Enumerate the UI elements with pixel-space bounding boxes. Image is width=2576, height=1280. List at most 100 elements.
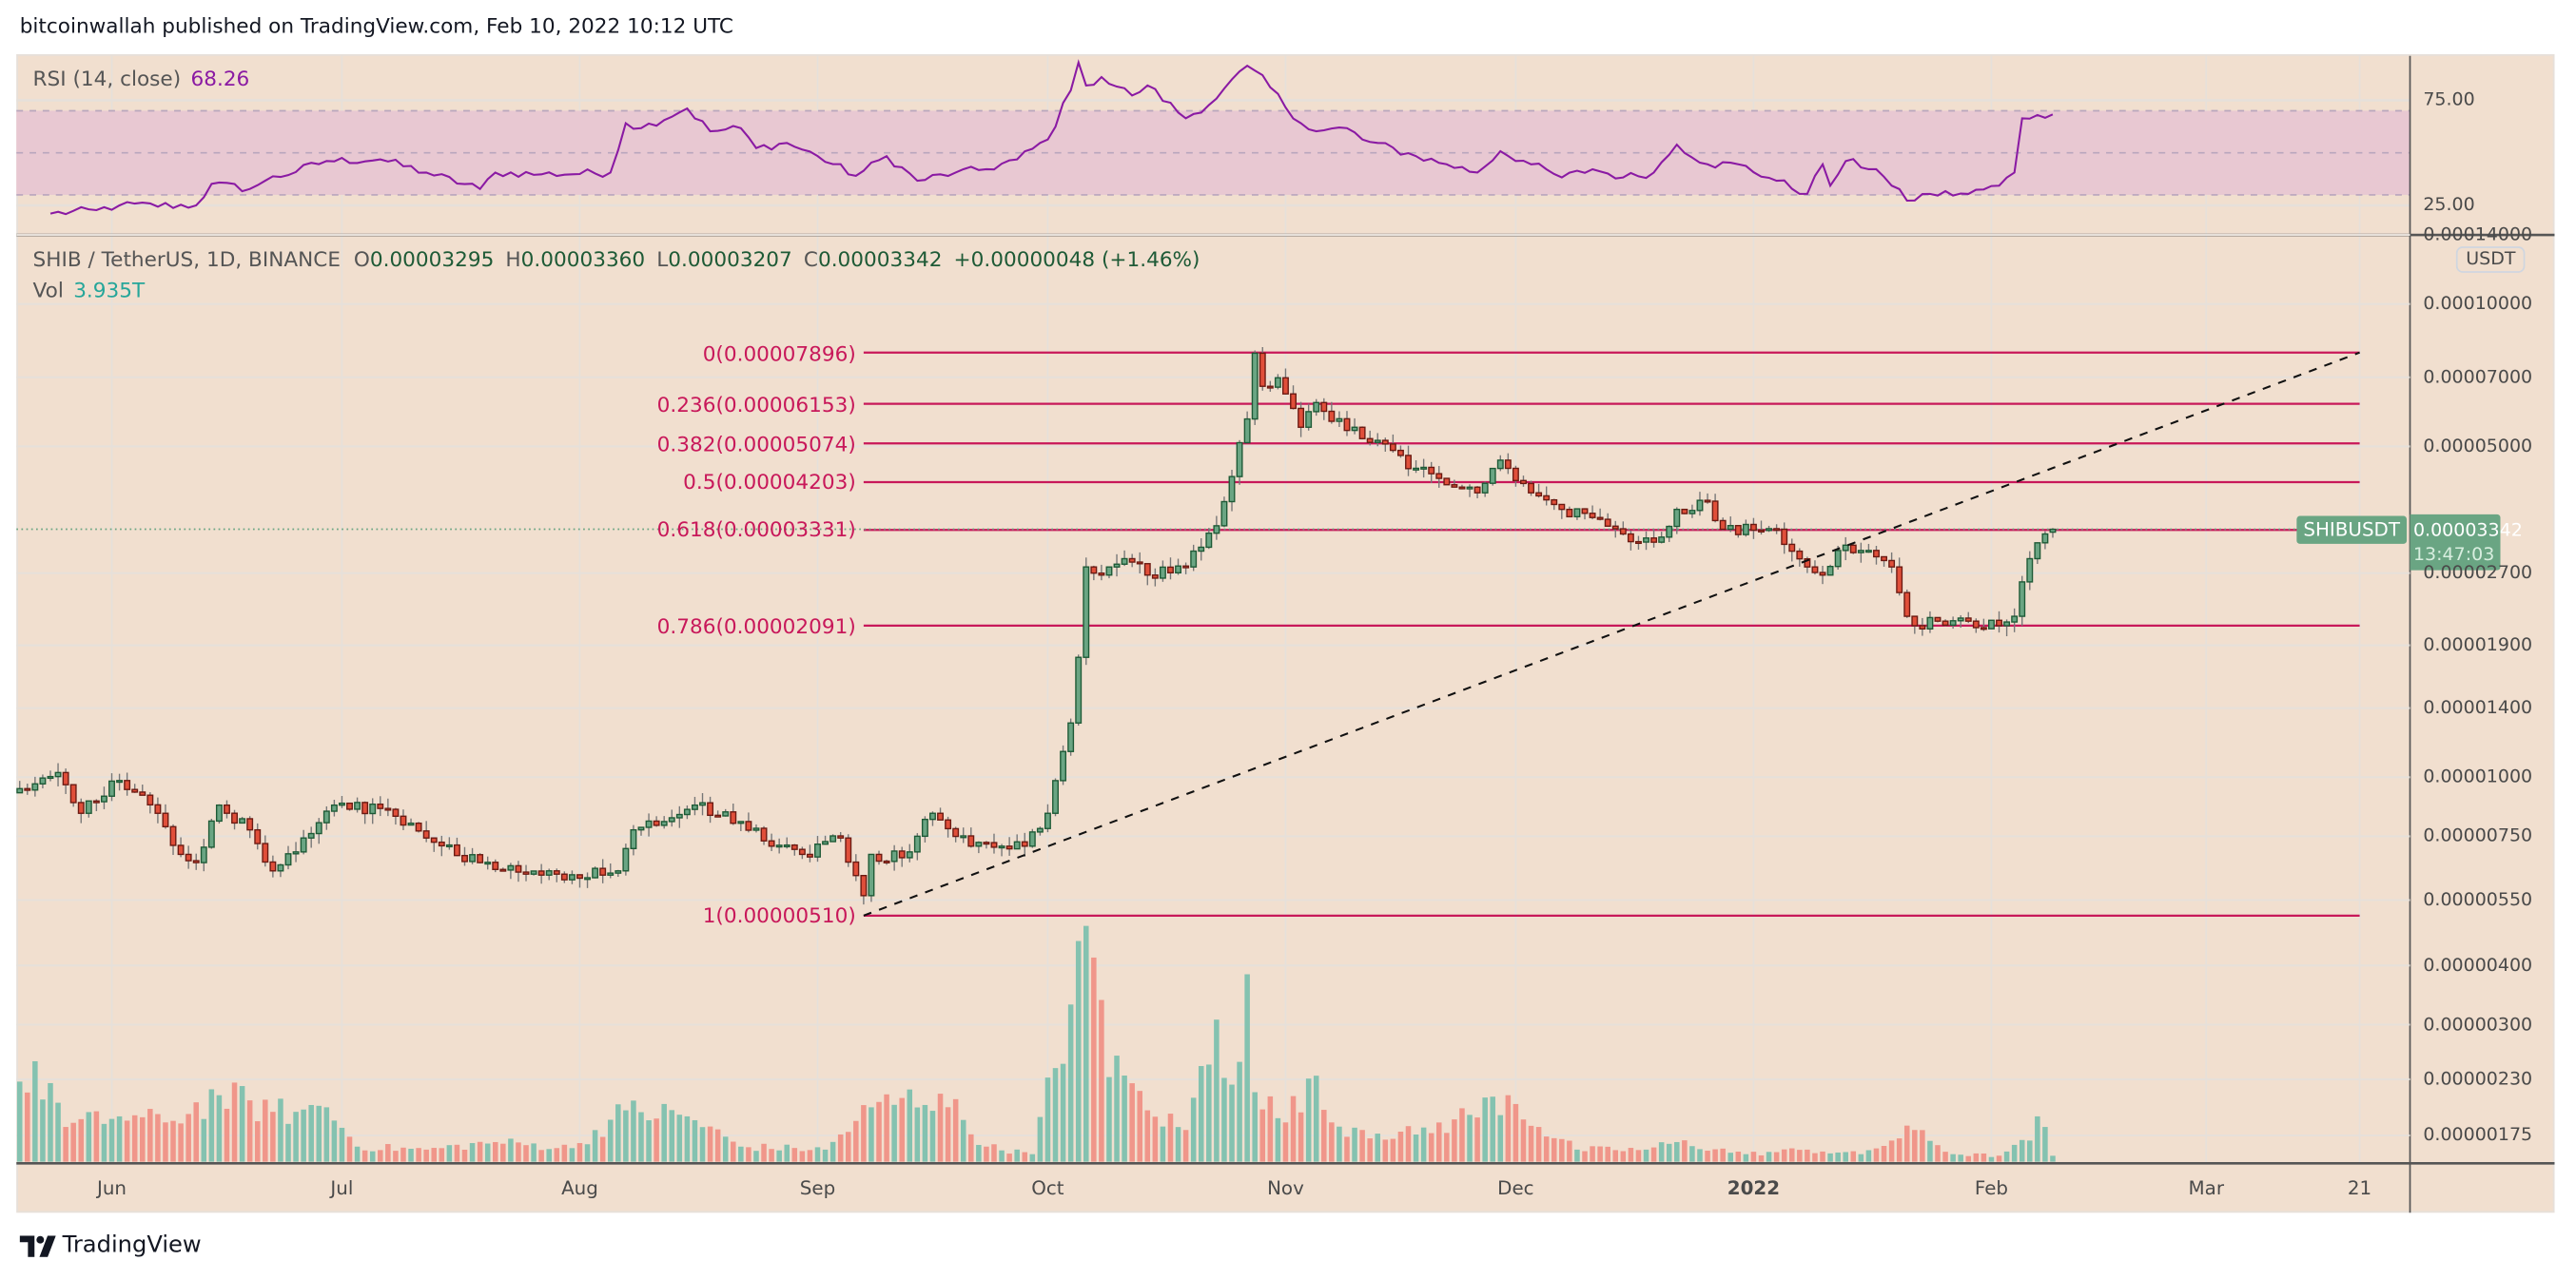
volume-bar — [1382, 1139, 1389, 1162]
volume-bar — [1459, 1108, 1465, 1162]
volume-bar — [1022, 1152, 1028, 1162]
fib-level-label: 0.382(0.00005074) — [656, 431, 856, 456]
volume-bar — [891, 1104, 897, 1162]
candle-body — [921, 818, 928, 838]
volume-bar — [2011, 1144, 2018, 1162]
candle-body — [1167, 566, 1174, 574]
volume-bar — [1413, 1135, 1419, 1162]
candle-body — [154, 804, 162, 814]
volume-bar — [1144, 1110, 1151, 1162]
volume-bar — [1221, 1077, 1227, 1162]
candle-body — [85, 800, 92, 814]
volume-bar — [86, 1112, 92, 1162]
volume-bar — [1920, 1130, 1925, 1162]
volume-bar — [439, 1148, 445, 1162]
volume-bar — [1474, 1117, 1480, 1162]
fib-level-label: 0.786(0.00002091) — [656, 612, 856, 638]
time-axis-label: 21 — [2347, 1176, 2372, 1200]
candle-body — [361, 802, 369, 815]
volume-bar — [446, 1145, 453, 1162]
price-axis-label: 0.00001400 — [2423, 696, 2533, 718]
last-price-label: 0.00003342 13:47:03 — [2410, 514, 2523, 571]
volume-bar — [1827, 1153, 1833, 1162]
candle-body — [1313, 401, 1320, 413]
candle-body — [1159, 566, 1166, 579]
candle-body — [1673, 508, 1681, 528]
candle-body — [1666, 525, 1673, 538]
candle-body — [814, 843, 821, 858]
candle-body — [292, 851, 300, 855]
candle-body — [1520, 479, 1527, 485]
volume-bar — [484, 1143, 491, 1162]
candle-body — [1013, 841, 1021, 850]
volume-bar — [469, 1143, 476, 1162]
rsi-legend[interactable]: RSI (14, close) 68.26 — [33, 66, 250, 90]
tradingview-logo-icon — [19, 1234, 56, 1256]
candle-body — [1903, 592, 1911, 617]
volume-bar — [1452, 1119, 1457, 1162]
volume-bar — [991, 1144, 997, 1162]
volume-bar — [1006, 1154, 1012, 1162]
candle-body — [438, 841, 445, 847]
volume-bar — [423, 1149, 429, 1162]
volume-bar — [1305, 1078, 1312, 1162]
low-value: 0.00003207 — [668, 246, 792, 272]
candle-body — [1036, 827, 1044, 833]
fib-level-label: 0(0.00007896) — [702, 339, 856, 365]
candle-body — [2041, 533, 2049, 544]
candle-body — [254, 828, 262, 844]
candle-body — [1143, 563, 1151, 576]
candle-body — [1021, 841, 1028, 847]
candle-body — [952, 827, 960, 838]
volume-bar — [1359, 1130, 1365, 1162]
volume-bar — [1290, 1096, 1297, 1162]
candle-body — [1105, 566, 1113, 576]
volume-bar — [1912, 1130, 1918, 1162]
candle-body — [162, 812, 169, 827]
volume-bar — [1198, 1066, 1204, 1162]
currency-badge[interactable]: USDT — [2455, 246, 2526, 273]
candle-body — [1681, 508, 1688, 514]
volume-bar — [1812, 1153, 1818, 1162]
candle-body — [2019, 581, 2026, 617]
volume-bar — [1067, 1004, 1074, 1162]
high-key: H — [505, 246, 521, 272]
candle-body — [607, 872, 615, 876]
candle-body — [1964, 617, 1972, 622]
volume-bar — [32, 1060, 38, 1162]
candle-body — [990, 842, 998, 848]
price-axis-label: 0.00002700 — [2423, 561, 2533, 583]
candle-body — [645, 820, 653, 828]
volume-bar — [922, 1104, 928, 1162]
volume-bar — [1551, 1137, 1557, 1162]
candle-body — [1473, 486, 1481, 494]
candle-body — [913, 835, 921, 853]
volume-bar — [1988, 1156, 1995, 1162]
candle-body — [2011, 615, 2019, 623]
candle-body — [1005, 845, 1013, 850]
rsi-line — [49, 59, 2054, 216]
volume-bar — [1375, 1134, 1381, 1162]
volume-bar — [408, 1149, 414, 1162]
candle-body — [691, 804, 698, 810]
volume-bar — [147, 1109, 153, 1162]
volume-bar — [361, 1150, 368, 1162]
candle-body — [714, 814, 722, 818]
volume-bar — [1428, 1133, 1434, 1162]
candle-body — [983, 842, 990, 845]
candle-body — [1381, 439, 1389, 445]
candle-body — [1290, 393, 1297, 410]
volume-legend[interactable]: Vol 3.935T — [33, 278, 146, 302]
candle-body — [1504, 459, 1512, 470]
tradingview-logo[interactable]: TradingView — [19, 1232, 202, 1259]
candle-body — [1067, 722, 1075, 752]
candle-body — [1788, 543, 1796, 553]
volume-bar — [2027, 1140, 2033, 1162]
volume-bar — [155, 1114, 161, 1162]
symbol-legend[interactable]: SHIB / TetherUS, 1D, BINANCE O0.00003295 H… — [33, 246, 1212, 271]
volume-bar — [876, 1101, 882, 1162]
candle-body — [1611, 525, 1619, 530]
candle-body — [2003, 621, 2011, 627]
candle-body — [945, 819, 952, 830]
